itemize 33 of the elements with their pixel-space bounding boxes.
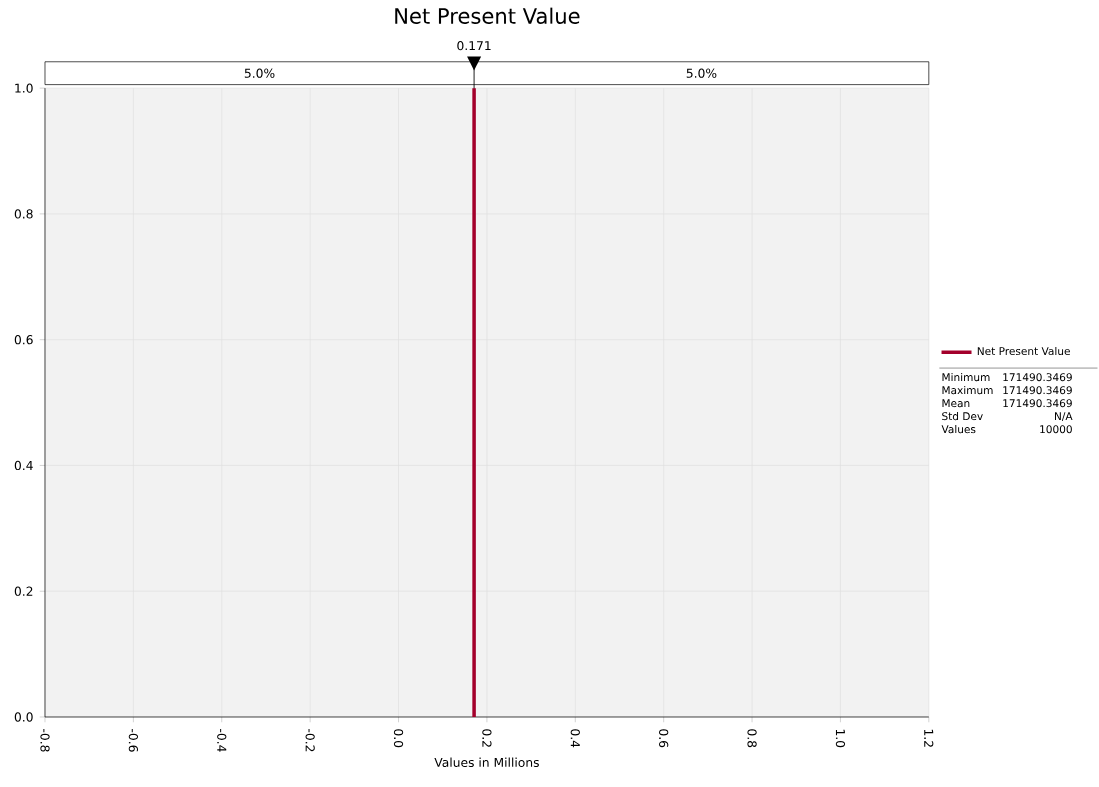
legend-label: Net Present Value — [977, 346, 1070, 356]
x-tick-label: 0.8 — [747, 729, 757, 748]
x-tick-label: -0.6 — [128, 729, 139, 752]
ref-line-label: 0.171 — [457, 41, 491, 51]
text: Std Dev — [942, 412, 983, 421]
text: 171490.3469 — [1003, 399, 1072, 408]
y-tick-label: 1.0 — [15, 83, 33, 93]
text: 171490.3469 — [1003, 386, 1072, 395]
x-tick-label: 0.6 — [659, 729, 669, 748]
x-tick-label: 0.2 — [482, 729, 492, 747]
text: Minimum — [942, 373, 990, 382]
x-tick-label: -0.8 — [40, 729, 50, 752]
y-tick-label: 0.8 — [14, 209, 33, 219]
x-axis-title: Values in Millions — [434, 757, 539, 768]
y-tick-label: 0.6 — [14, 335, 33, 345]
text: N/A — [1055, 412, 1073, 422]
text: 5.0% — [686, 68, 717, 78]
x-tick-label: 1.0 — [835, 729, 846, 748]
text: Maximum — [942, 386, 993, 395]
text: 5.0% — [244, 68, 275, 78]
x-tick-label: -0.4 — [217, 729, 227, 752]
x-tick-label: -0.2 — [305, 729, 315, 752]
x-tick-label: 0.0 — [393, 729, 404, 748]
y-tick-label: 0.2 — [14, 586, 33, 596]
chart-title: Net Present Value — [395, 7, 580, 24]
y-tick-label: 0.0 — [14, 712, 33, 722]
text: Values — [941, 425, 976, 434]
text: 10000 — [1040, 425, 1072, 434]
y-tick-label: 0.4 — [14, 460, 33, 471]
text: 171490.3469 — [1003, 373, 1072, 382]
x-tick-label: 0.4 — [570, 729, 580, 748]
text: Mean — [942, 399, 970, 408]
x-tick-label: 1.2 — [924, 729, 934, 747]
